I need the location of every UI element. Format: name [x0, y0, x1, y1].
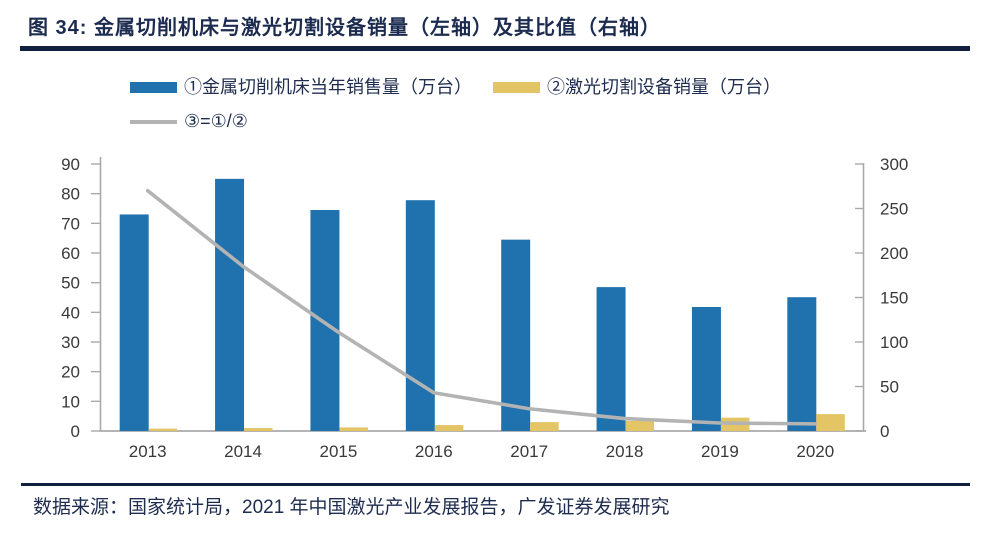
- x-axis-category-label: 2019: [701, 442, 739, 461]
- left-axis-tick-label: 10: [61, 392, 80, 411]
- bar-laser-equipment: [148, 428, 178, 431]
- bar-machine-tools: [119, 214, 149, 431]
- right-axis-tick-label: 300: [880, 155, 908, 174]
- x-axis-category-label: 2017: [510, 442, 548, 461]
- left-axis-tick-label: 20: [61, 363, 80, 382]
- right-axis-tick-label: 0: [880, 422, 889, 441]
- right-axis-tick-label: 150: [880, 289, 908, 308]
- source-text: 数据来源：国家统计局，2021 年中国激光产业发展报告，广发证券发展研究: [33, 497, 670, 518]
- left-axis-tick-label: 0: [71, 422, 80, 441]
- left-axis-tick-label: 60: [61, 244, 80, 263]
- x-axis-category-label: 2018: [606, 442, 644, 461]
- left-axis-tick-label: 50: [61, 274, 80, 293]
- bar-machine-tools: [501, 239, 531, 431]
- bar-machine-tools: [691, 306, 721, 431]
- bar-laser-equipment: [816, 414, 845, 431]
- bar-laser-equipment: [625, 420, 655, 431]
- ratio-line: [145, 188, 818, 426]
- right-axis-tick-label: 250: [880, 200, 908, 219]
- legend-swatch-machine-tools: [130, 82, 177, 93]
- legend-label-ratio-line: ③=①/②: [184, 111, 248, 131]
- x-axis-labels: 2013 2014 2015 2016 2017 2018 2019 2020: [129, 442, 834, 461]
- bars-laser-equipment: [148, 414, 845, 431]
- bar-machine-tools: [215, 178, 245, 431]
- left-axis-tick-label: 70: [61, 214, 80, 233]
- figure-title: 图 34: 金属切削机床与激光切割设备销量（左轴）及其比值（右轴）: [28, 17, 662, 39]
- bar-machine-tools: [310, 209, 340, 431]
- title-divider: [20, 46, 970, 51]
- bar-laser-equipment: [244, 428, 273, 431]
- x-axis-category-label: 2013: [129, 442, 167, 461]
- left-axis-tick-label: 80: [61, 185, 80, 204]
- right-axis-ticks: 0 50 100 150 200 250 300: [855, 155, 908, 441]
- legend-swatch-laser-equipment: [493, 82, 540, 93]
- right-axis-tick-label: 200: [880, 244, 908, 263]
- bar-machine-tools: [787, 297, 817, 431]
- bar-machine-tools: [596, 287, 626, 431]
- left-axis-ticks: 0 10 20 30 40 50 60 70 80 90: [61, 155, 100, 441]
- left-axis-tick-label: 40: [61, 303, 80, 322]
- right-axis-tick-label: 50: [880, 378, 899, 397]
- left-axis-tick-label: 90: [61, 155, 80, 174]
- bars-machine-tools: [119, 178, 817, 431]
- legend-label-laser-equipment: ②激光切割设备销量（万台）: [547, 77, 781, 97]
- legend-label-machine-tools: ①金属切削机床当年销售量（万台）: [184, 77, 472, 97]
- legend-swatch-ratio-line: [130, 120, 177, 124]
- x-axis-category-label: 2015: [320, 442, 358, 461]
- x-axis-category-label: 2014: [224, 442, 262, 461]
- left-axis-tick-label: 30: [61, 333, 80, 352]
- x-axis-category-label: 2020: [796, 442, 834, 461]
- bar-laser-equipment: [530, 422, 559, 431]
- bar-laser-equipment: [434, 425, 464, 431]
- x-axis-category-label: 2016: [415, 442, 453, 461]
- bar-laser-equipment: [339, 427, 368, 431]
- axes: [99, 157, 866, 432]
- right-axis-tick-label: 100: [880, 333, 908, 352]
- bar-machine-tools: [405, 200, 435, 431]
- source-divider: [21, 483, 970, 486]
